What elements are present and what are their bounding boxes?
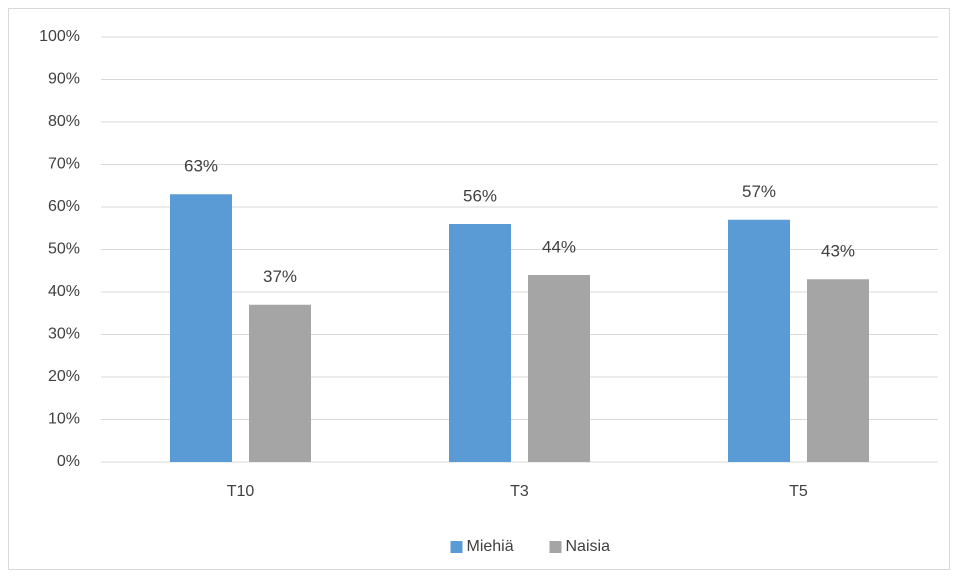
data-label: 56% xyxy=(463,186,497,205)
data-label: 57% xyxy=(742,182,776,201)
bar xyxy=(728,219,790,462)
y-tick-label: 20% xyxy=(48,368,80,385)
legend-label: Miehiä xyxy=(467,538,514,555)
y-tick-label: 40% xyxy=(48,283,80,300)
y-tick-label: 80% xyxy=(48,113,80,130)
y-tick-label: 30% xyxy=(48,326,80,343)
data-label: 63% xyxy=(184,157,218,176)
y-tick-label: 90% xyxy=(48,71,80,88)
legend-label: Naisia xyxy=(566,538,611,555)
y-tick-label: 70% xyxy=(48,156,80,173)
bar xyxy=(528,275,590,462)
bar xyxy=(449,224,511,462)
y-tick-label: 60% xyxy=(48,198,80,215)
x-tick-label: T10 xyxy=(227,483,255,500)
data-label: 43% xyxy=(821,242,855,261)
y-tick-label: 10% xyxy=(48,411,80,428)
bar xyxy=(170,194,232,462)
bar xyxy=(807,279,869,462)
x-tick-label: T3 xyxy=(510,483,529,500)
data-label: 37% xyxy=(263,267,297,286)
data-label: 44% xyxy=(542,237,576,256)
legend-swatch xyxy=(549,541,562,553)
legend-swatch xyxy=(450,541,463,553)
y-tick-label: 50% xyxy=(48,241,80,258)
bar xyxy=(249,304,311,462)
y-tick-label: 100% xyxy=(39,28,80,45)
y-tick-label: 0% xyxy=(57,453,80,470)
x-tick-label: T5 xyxy=(789,483,808,500)
